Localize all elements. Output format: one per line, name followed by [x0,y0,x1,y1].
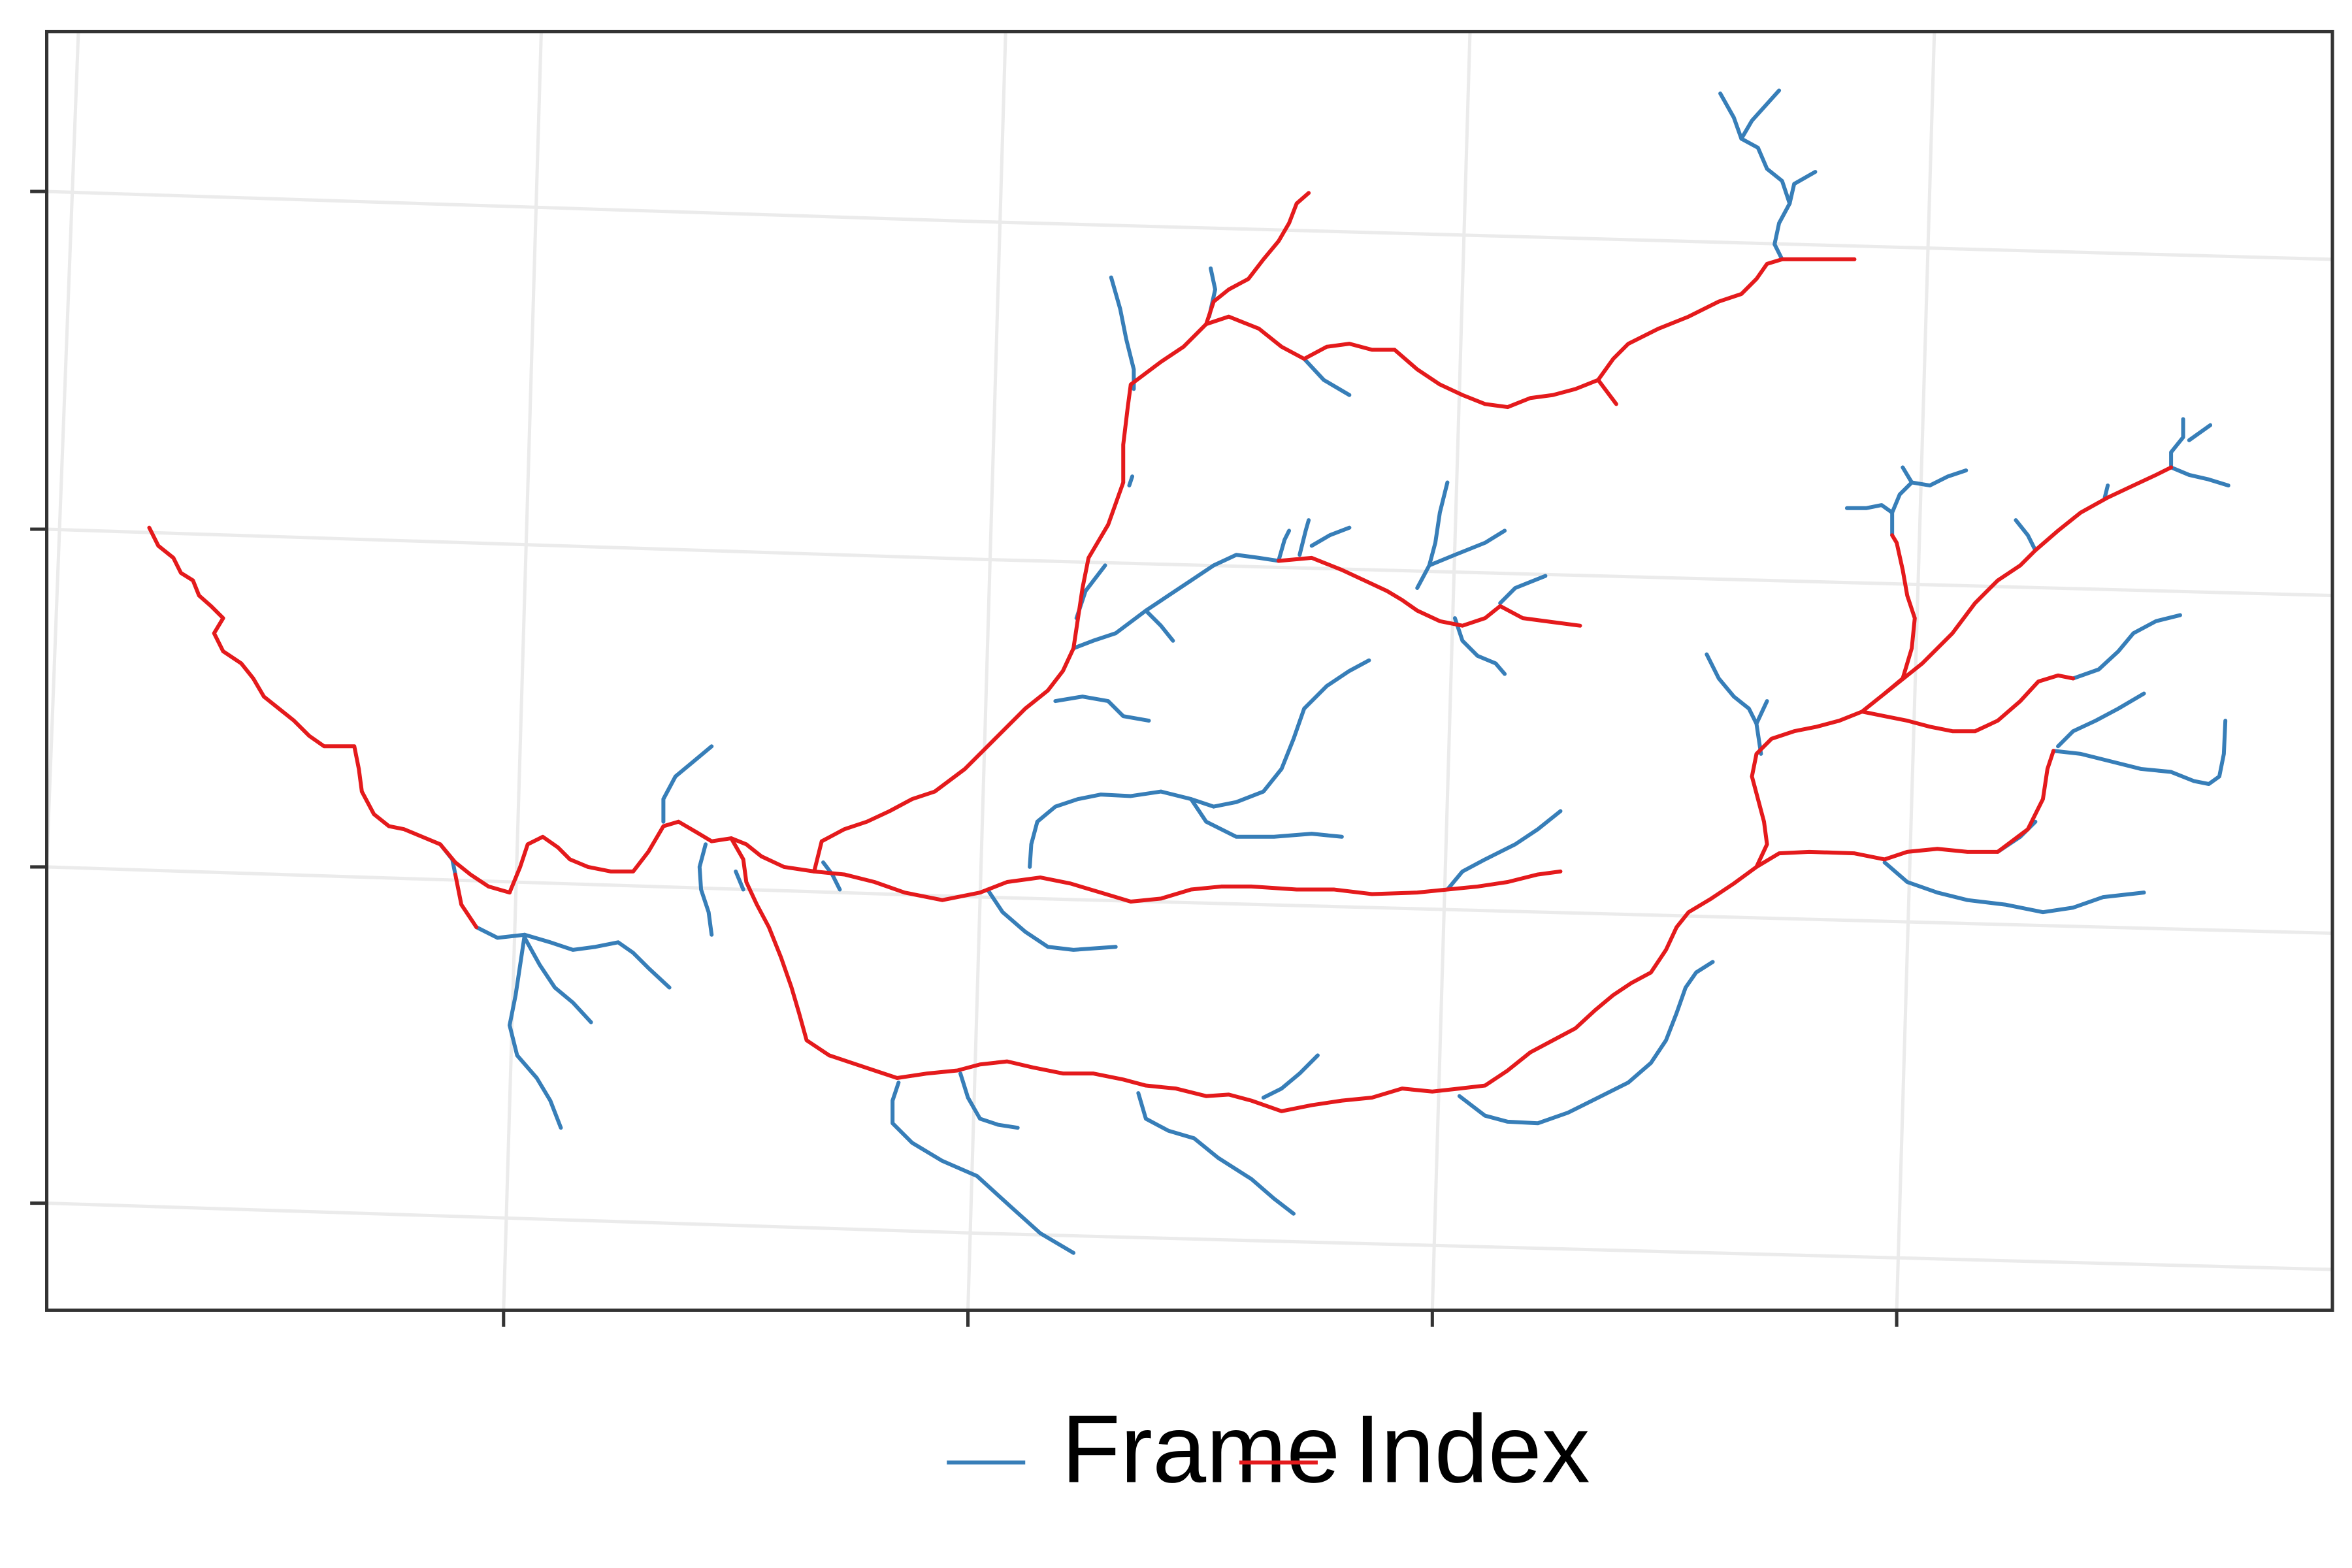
frame-stream [1053,694,1151,723]
graticule-parallel [46,527,2333,598]
graticule-parallel [46,1201,2333,1271]
axis-ticks [30,189,1899,1327]
graticule-meridian [45,31,80,866]
plot-panel [46,31,2333,1311]
frame-stream [474,925,672,990]
frame-stream [1788,170,1818,206]
frame-stream [2169,465,2230,488]
frame-stream [1028,789,1216,869]
frame-stream [2056,691,2146,749]
frame-stream [1705,652,1763,756]
frame-stream [2014,518,2038,553]
frame-stream [1445,809,1563,892]
frame-stream [1136,1091,1296,1216]
frame-stream [2051,719,2228,787]
index-stream [1596,378,1618,406]
index-stream [1204,191,1311,327]
frame-stream [1739,88,1782,141]
frame-stream [1452,616,1507,676]
frame-stream [1261,1053,1320,1100]
index-stream [453,872,479,930]
index-stream [812,869,1563,904]
frame-stream [1189,797,1344,839]
frame-stream [890,1080,1076,1255]
frame-stream [1309,525,1352,548]
frame-stream [1211,658,1371,809]
index-stream [729,749,2056,1113]
frame-stream [1718,91,1792,261]
frame-stream [1127,474,1135,488]
frame-stream [1754,699,1769,726]
frame-stream [1498,574,1548,606]
frame-stream [2187,423,2213,442]
index-stream [1882,465,2174,696]
frame-stream [508,932,563,1130]
frame-stream [1071,553,1281,651]
index-streams [147,191,2174,1113]
frame-stream [1298,518,1311,557]
index-stream [1276,555,1582,628]
frame-stream [661,744,714,824]
frame-stream [2169,417,2185,470]
frame-stream [1109,275,1136,391]
frame-stream [1901,465,1914,485]
index-stream [508,819,817,895]
frame-streams [438,88,2230,1255]
graticule-parallel [46,189,2333,261]
frame-stream [523,936,593,1024]
frame-stream [1415,480,1450,591]
graticule-meridian [502,31,544,1311]
graticule-meridian [966,31,1007,1311]
frame-stream [697,842,714,937]
frame-stream [1427,529,1507,568]
legend-label-frame: Frame [1062,1395,1341,1503]
index-stream [147,525,512,895]
frame-stream [2102,483,2110,500]
graticule-parallel [46,865,2333,936]
frame-stream [1143,608,1175,643]
frame-stream [1844,503,1895,538]
graticule-meridian [1430,31,1472,1311]
frame-stream [958,1071,1020,1130]
frame-stream [2071,613,2182,681]
index-stream [812,257,1857,874]
panel-border [45,29,2334,1312]
frame-stream [1890,468,1968,515]
frame-stream [985,887,1118,952]
frame-stream [1302,357,1352,397]
frame-stream [1276,529,1292,563]
frame-stream [734,869,745,892]
legend-label-index: Index [1354,1395,1590,1503]
frame-stream [1457,960,1715,1126]
legend: Frame Index [947,1395,1590,1503]
frame-stream [1882,860,2146,915]
